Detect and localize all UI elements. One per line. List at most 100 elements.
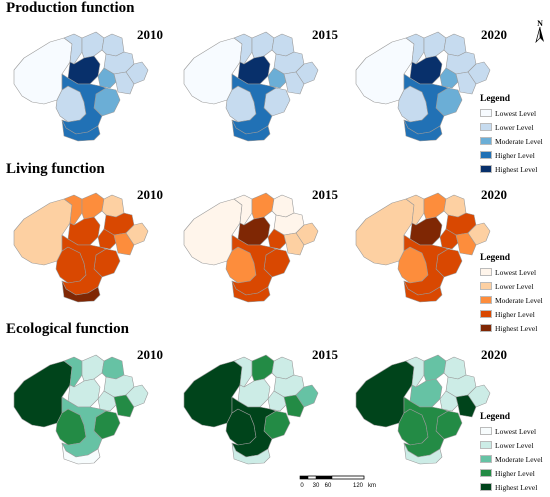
legend-swatch xyxy=(480,137,492,145)
map-region-5 xyxy=(81,354,105,382)
north-label: N xyxy=(537,19,543,28)
map-region-13 xyxy=(61,280,101,303)
map-region-11 xyxy=(113,394,135,418)
legend-swatch xyxy=(480,469,492,477)
map-region-6 xyxy=(271,356,295,380)
scale-tick: 0 xyxy=(300,483,304,489)
map-region-4 xyxy=(63,194,83,226)
legend-item: Lowest Level xyxy=(480,106,550,120)
legend-production: Legend Lowest Level Lower Level Moderate… xyxy=(480,94,550,176)
map-region-6 xyxy=(271,33,295,57)
map-region-13 xyxy=(231,442,271,465)
legend-swatch xyxy=(480,268,492,276)
legend-item: Moderate Level xyxy=(480,134,550,148)
legend-title: Legend xyxy=(480,253,511,263)
legend-label: Higher Level xyxy=(495,468,535,478)
map-region-13 xyxy=(403,119,443,142)
scale-bar: 0 30 60 120 km xyxy=(299,475,376,489)
scale-tick: 120 xyxy=(353,483,364,489)
map-region-13 xyxy=(231,119,271,142)
map-region-6 xyxy=(443,194,467,218)
map-region-13 xyxy=(61,119,101,142)
legend-item: Higher Level xyxy=(480,466,550,480)
legend-label: Highest Level xyxy=(495,164,538,174)
legend-title: Legend xyxy=(480,412,511,422)
legend-swatch xyxy=(480,427,492,435)
legend-item: Lowest Level xyxy=(480,265,550,279)
legend-swatch xyxy=(480,455,492,463)
year-label: 2010 xyxy=(137,187,163,202)
legend-label: Moderate Level xyxy=(495,295,543,305)
map-region-4 xyxy=(63,33,83,65)
map-living-2015 xyxy=(183,192,319,303)
year-label: 2010 xyxy=(137,347,163,362)
map-region-4 xyxy=(233,356,253,388)
legend-living: Legend Lowest Level Lower Level Moderate… xyxy=(480,253,550,335)
map-region-4 xyxy=(233,33,253,65)
scale-tick: 30 xyxy=(313,483,320,489)
section-title-production: Production function xyxy=(6,0,135,16)
map-production-2015 xyxy=(183,31,319,142)
legend-label: Lowest Level xyxy=(495,267,537,277)
map-region-5 xyxy=(251,31,275,59)
map-region-11 xyxy=(455,71,477,95)
map-region-11 xyxy=(455,232,477,256)
map-region-5 xyxy=(251,192,275,220)
legend-label: Moderate Level xyxy=(495,454,543,464)
legend-label: Lower Level xyxy=(495,281,534,291)
year-label: 2015 xyxy=(312,187,338,202)
map-region-13 xyxy=(403,280,443,303)
legend-item: Highest Level xyxy=(480,321,550,335)
legend-swatch xyxy=(480,296,492,304)
section-title-ecological: Ecological function xyxy=(6,321,129,337)
north-arrow-icon: N xyxy=(535,19,544,44)
legend-item: Higher Level xyxy=(480,148,550,162)
map-region-6 xyxy=(443,356,467,380)
map-region-11 xyxy=(455,394,477,418)
map-region-4 xyxy=(63,356,83,388)
map-region-6 xyxy=(101,194,125,218)
map-region-13 xyxy=(61,442,101,465)
scale-tick: 60 xyxy=(325,483,332,489)
year-label: 2015 xyxy=(312,27,338,42)
legend-item: Lower Level xyxy=(480,279,550,293)
map-region-13 xyxy=(231,280,271,303)
legend-title: Legend xyxy=(480,94,511,104)
legend-label: Higher Level xyxy=(495,150,535,160)
map-region-6 xyxy=(101,33,125,57)
legend-item: Highest Level xyxy=(480,480,550,494)
map-region-11 xyxy=(113,232,135,256)
year-label: 2015 xyxy=(312,347,338,362)
legend-item: Lower Level xyxy=(480,438,550,452)
legend-label: Lowest Level xyxy=(495,426,537,436)
scale-unit: km xyxy=(368,483,376,489)
legend-swatch xyxy=(480,151,492,159)
map-ecological-2010 xyxy=(13,354,149,465)
legend-swatch xyxy=(480,109,492,117)
legend-item: Lower Level xyxy=(480,120,550,134)
legend-swatch xyxy=(480,123,492,131)
legend-swatch xyxy=(480,165,492,173)
legend-label: Lower Level xyxy=(495,440,534,450)
map-ecological-2015 xyxy=(183,354,319,465)
map-region-4 xyxy=(405,33,425,65)
map-region-4 xyxy=(405,356,425,388)
map-region-13 xyxy=(403,442,443,465)
legend-swatch xyxy=(480,324,492,332)
map-region-5 xyxy=(81,192,105,220)
year-label: 2020 xyxy=(481,187,507,202)
legend-label: Moderate Level xyxy=(495,136,543,146)
map-region-11 xyxy=(283,232,305,256)
legend-item: Highest Level xyxy=(480,162,550,176)
legend-item: Lowest Level xyxy=(480,424,550,438)
legend-label: Highest Level xyxy=(495,323,538,333)
legend-item: Higher Level xyxy=(480,307,550,321)
map-region-11 xyxy=(283,71,305,95)
map-region-5 xyxy=(423,31,447,59)
legend-item: Moderate Level xyxy=(480,293,550,307)
map-region-5 xyxy=(81,31,105,59)
map-region-11 xyxy=(113,71,135,95)
legend-label: Lower Level xyxy=(495,122,534,132)
map-production-2010 xyxy=(13,31,149,142)
map-region-6 xyxy=(101,356,125,380)
